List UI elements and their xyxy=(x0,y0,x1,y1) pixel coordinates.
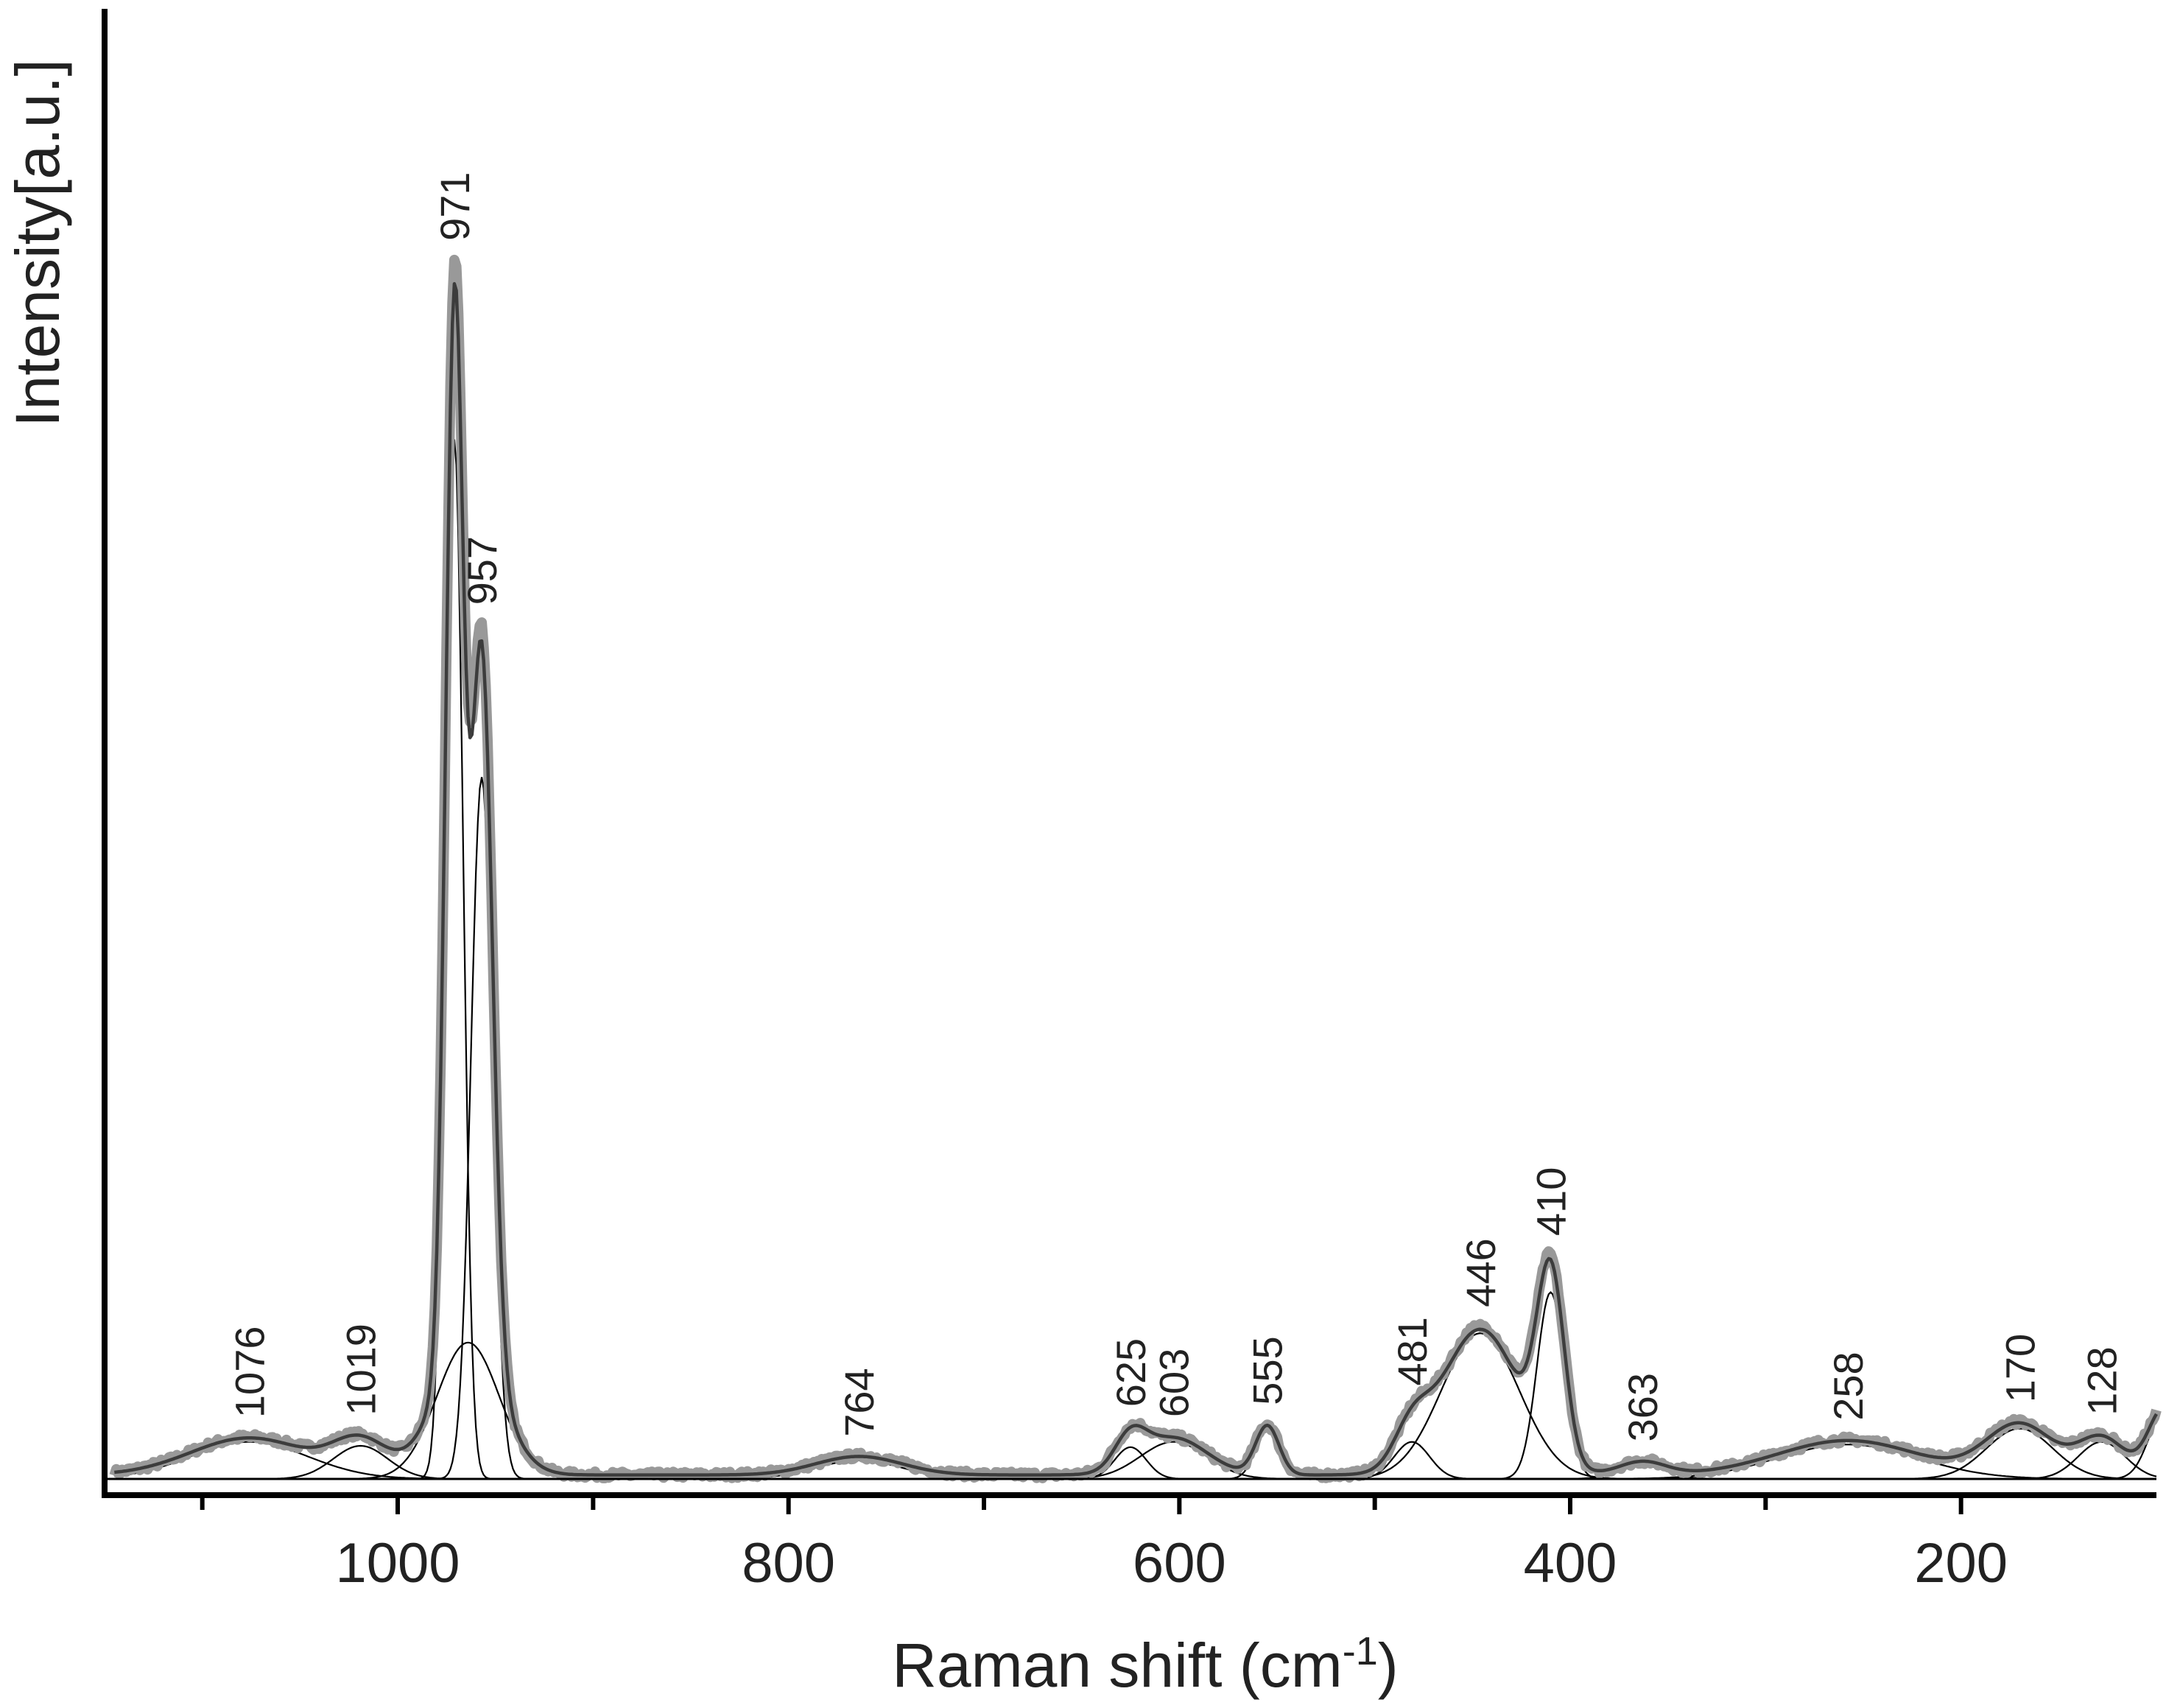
peak-label-555: 555 xyxy=(1245,1336,1291,1405)
peak-label-481: 481 xyxy=(1389,1317,1435,1385)
x-tick-label-800: 800 xyxy=(742,1532,835,1595)
peak-label-625: 625 xyxy=(1108,1338,1154,1407)
measured-spectrum-line xyxy=(109,254,2162,1483)
x-tick-label-400: 400 xyxy=(1524,1532,1617,1595)
fit-component-971 xyxy=(114,439,2156,1480)
fit-envelope-line xyxy=(114,282,2158,1477)
peak-label-128: 128 xyxy=(2079,1346,2125,1415)
peak-label-971: 971 xyxy=(432,172,478,240)
peak-label-764: 764 xyxy=(836,1368,882,1436)
x-axis-title: Raman shift (cm-1) xyxy=(892,1629,1398,1700)
x-tick-label-200: 200 xyxy=(1914,1532,2008,1595)
fitted-components xyxy=(114,439,2157,1480)
peak-label-170: 170 xyxy=(1997,1334,2043,1402)
fit-component-258 xyxy=(114,1444,2156,1480)
fit-component-603 xyxy=(114,1441,2156,1480)
fit-component-363 xyxy=(114,1464,2156,1480)
peak-label-1019: 1019 xyxy=(338,1324,384,1416)
peak-label-1076: 1076 xyxy=(226,1326,272,1419)
x-tick-label-1000: 1000 xyxy=(335,1532,460,1595)
peak-label-446: 446 xyxy=(1458,1238,1504,1307)
x-tick-label-600: 600 xyxy=(1133,1532,1226,1595)
x-axis-ticks: 1000 800 600 400 200 xyxy=(200,1495,2008,1595)
peak-label-603: 603 xyxy=(1150,1349,1197,1417)
peak-label-258: 258 xyxy=(1825,1352,1871,1420)
fit-component-625 xyxy=(114,1446,2156,1480)
fit-component-1019 xyxy=(114,1444,2156,1480)
peak-label-957: 957 xyxy=(459,536,505,605)
peak-label-410: 410 xyxy=(1528,1167,1575,1236)
peak-label-363: 363 xyxy=(1620,1373,1666,1441)
y-axis-title: Intensity[a.u.] xyxy=(3,59,72,427)
